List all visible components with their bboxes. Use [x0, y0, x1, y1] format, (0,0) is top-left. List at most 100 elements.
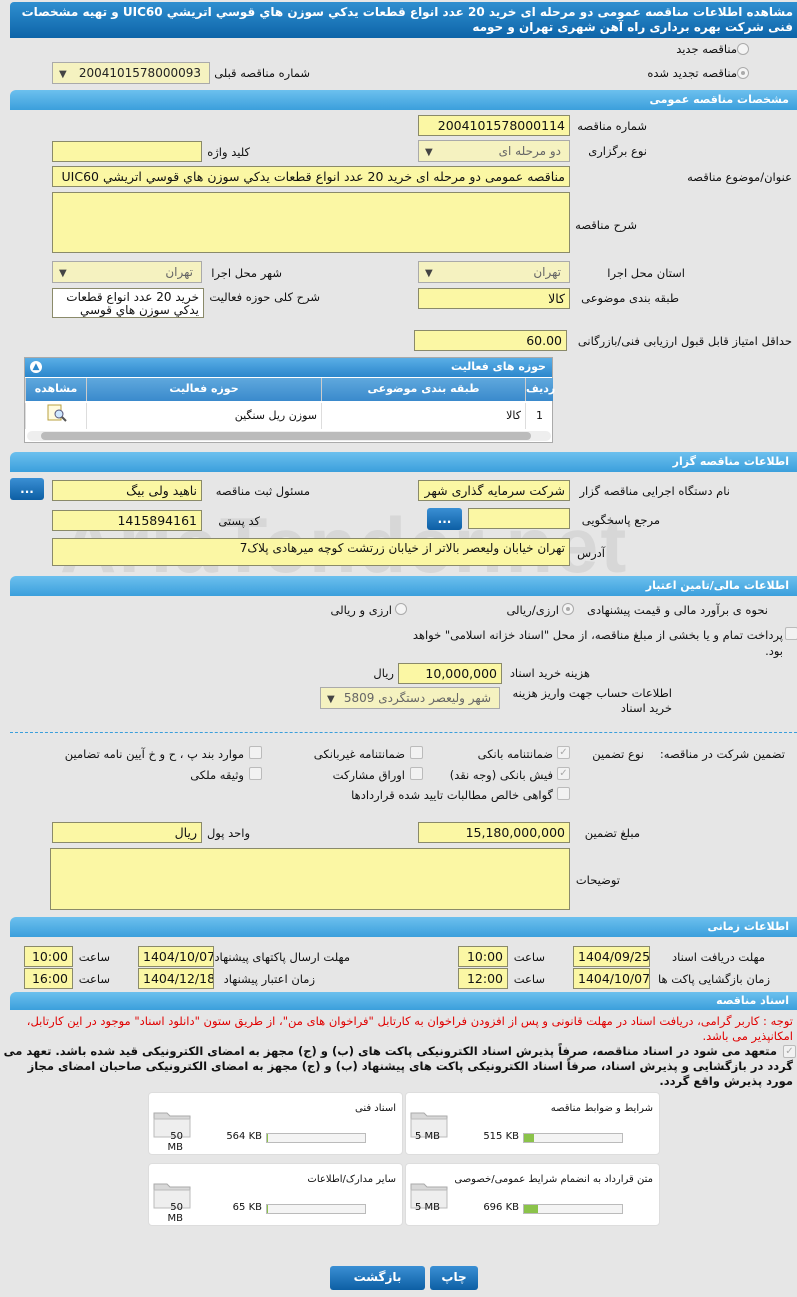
chevron-down-icon: ▼ — [425, 268, 433, 279]
row-index: 1 — [525, 403, 553, 429]
divider — [10, 732, 797, 733]
collapse-icon[interactable]: ▲ — [30, 361, 42, 373]
commit-checkbox[interactable]: ✓ — [783, 1045, 796, 1058]
city-select[interactable]: ▼ تهران — [52, 261, 202, 283]
doc-deadline-label: مهلت دریافت اسناد — [672, 950, 765, 964]
currency-field[interactable]: ریال — [52, 822, 202, 843]
officer-field[interactable]: ناهید ولی بیگ — [52, 480, 202, 501]
notes-label: توضیحات — [575, 873, 620, 887]
hour-label: ساعت — [513, 950, 545, 964]
bank-guarantee-checkbox[interactable]: ✓ — [557, 746, 570, 759]
nonbank-guarantee-label: ضمانتنامه غیربانکی — [313, 747, 405, 761]
address-textarea[interactable]: تهران خیابان ولیعصر بالاتر از خیابان زرت… — [52, 538, 570, 566]
officer-lookup-button[interactable]: ... — [10, 478, 44, 500]
doc-deadline-field[interactable]: 1404/09/25 — [573, 946, 650, 967]
nonbank-guarantee-checkbox[interactable] — [410, 746, 423, 759]
address-label: آدرس — [577, 546, 605, 560]
receivables-checkbox[interactable] — [557, 787, 570, 800]
opening-time[interactable]: 12:00 — [458, 968, 508, 989]
tender-number-field[interactable]: 2004101578000114 — [418, 115, 570, 136]
subject-field[interactable]: مناقصه عمومی دو مرحله ای خرید 20 عدد انو… — [52, 166, 570, 187]
file-size-fill — [267, 1205, 268, 1213]
reference-field[interactable] — [468, 508, 570, 529]
row-category: کالا — [321, 403, 525, 429]
method-option-1: ارزی/ریالی — [506, 603, 559, 617]
file-max-size: 5 MB — [414, 1131, 440, 1142]
horizontal-scrollbar[interactable] — [27, 431, 551, 441]
currency-label: واحد پول — [206, 826, 250, 840]
postal-code-field[interactable]: 1415894161 — [52, 510, 202, 531]
cash-receipt-checkbox[interactable]: ✓ — [557, 767, 570, 780]
chevron-down-icon: ▼ — [327, 694, 335, 705]
renewed-tender-radio[interactable] — [737, 67, 749, 79]
method-radio-2[interactable] — [395, 603, 407, 615]
section-organizer: اطلاعات مناقصه گزار — [10, 452, 797, 472]
file-size-fill — [524, 1134, 534, 1142]
treasury-checkbox[interactable] — [785, 627, 797, 640]
view-icon[interactable] — [25, 403, 86, 429]
doc-fee-field[interactable]: 10,000,000 — [398, 663, 502, 684]
doc-file-card[interactable]: شرایط و ضوابط مناقصه 515 KB 5 MB — [405, 1092, 660, 1155]
agency-field[interactable]: شرکت سرمایه گذاری شهر — [418, 480, 570, 501]
back-button[interactable]: بازگشت — [330, 1266, 425, 1290]
col-index: ردیف — [525, 378, 555, 401]
guarantee-amount-field[interactable]: 15,180,000,000 — [418, 822, 570, 843]
prev-number-select[interactable]: ▼ 2004101578000093 — [52, 62, 210, 84]
hour-label: ساعت — [78, 972, 110, 986]
file-size-bar — [523, 1204, 623, 1214]
file-size-fill — [524, 1205, 538, 1213]
prev-number-label: شماره مناقصه قبلی — [214, 66, 310, 80]
property-collateral-label: وثیقه ملکی — [190, 768, 244, 782]
submit-deadline-field[interactable]: 1404/10/07 — [138, 946, 214, 967]
agency-label: نام دستگاه اجرایی مناقصه گزار — [579, 484, 730, 498]
regulation-items-checkbox[interactable] — [249, 746, 262, 759]
scope-label: شرح کلی حوزه فعالیت — [209, 290, 320, 304]
row-field: سوزن ریل سنگین — [86, 403, 321, 429]
file-size-bar — [266, 1204, 366, 1214]
subject-label: عنوان/موضوع مناقصه — [687, 170, 792, 184]
section-time: اطلاعات زمانی — [10, 917, 797, 937]
new-tender-radio[interactable] — [737, 43, 749, 55]
doc-fee-unit: ریال — [373, 666, 394, 680]
postal-code-label: کد پستی — [218, 514, 260, 528]
opening-date-field[interactable]: 1404/10/07 — [573, 968, 650, 989]
doc-deadline-time[interactable]: 10:00 — [458, 946, 508, 967]
category-field[interactable]: کالا — [418, 288, 570, 309]
description-textarea[interactable] — [52, 192, 570, 253]
city-value: تهران — [165, 265, 193, 279]
scope-textarea[interactable]: خرید 20 عدد انواع قطعات يدكي سوزن هاي قو… — [52, 288, 204, 318]
guarantee-amount-label: مبلغ تضمین — [584, 826, 640, 840]
province-value: تهران — [533, 265, 561, 279]
new-tender-label: مناقصه جدید — [676, 42, 737, 56]
folder-icon — [410, 1183, 448, 1209]
page-title: مشاهده اطلاعات مناقصه عمومی دو مرحله ای … — [10, 2, 797, 38]
property-collateral-checkbox[interactable] — [249, 767, 262, 780]
category-label: طبقه بندی موضوعی — [581, 291, 679, 305]
min-score-field[interactable]: 60.00 — [414, 330, 567, 351]
docs-notice: توجه : کاربر گرامی، دریافت اسناد در مهلت… — [26, 1014, 793, 1043]
scrollbar-thumb[interactable] — [41, 432, 531, 440]
validity-time[interactable]: 16:00 — [24, 968, 73, 989]
prev-number-value: 2004101578000093 — [78, 66, 201, 80]
doc-file-card[interactable]: متن قرارداد به انضمام شرایط عمومی/خصوصی … — [405, 1163, 660, 1226]
account-select[interactable]: ▼ شهر ولیعصر دستگردی 5809 — [320, 687, 500, 709]
validity-date-field[interactable]: 1404/12/18 — [138, 968, 214, 989]
province-select[interactable]: ▼ تهران — [418, 261, 570, 283]
bonds-checkbox[interactable] — [410, 767, 423, 780]
type-select[interactable]: ▼ دو مرحله ای — [418, 140, 570, 162]
folder-icon — [410, 1112, 448, 1138]
submit-deadline-time[interactable]: 10:00 — [24, 946, 73, 967]
method-radio-1[interactable] — [562, 603, 574, 615]
print-button[interactable]: چاپ — [430, 1266, 478, 1290]
renewed-tender-label: مناقصه تجدید شده — [647, 66, 737, 80]
section-docs: اسناد مناقصه — [10, 992, 797, 1010]
folder-icon — [153, 1183, 191, 1209]
reference-lookup-button[interactable]: ... — [427, 508, 462, 530]
notes-textarea[interactable] — [50, 848, 570, 910]
file-size-bar — [266, 1133, 366, 1143]
keyword-field[interactable] — [52, 141, 202, 162]
doc-file-card[interactable]: اسناد فنی 564 KB 50 MB — [148, 1092, 403, 1155]
validity-date-label: زمان اعتبار پیشنهاد — [223, 972, 315, 986]
doc-file-card[interactable]: سایر مدارک/اطلاعات 65 KB 50 MB — [148, 1163, 403, 1226]
keyword-label: کلید واژه — [207, 145, 250, 159]
